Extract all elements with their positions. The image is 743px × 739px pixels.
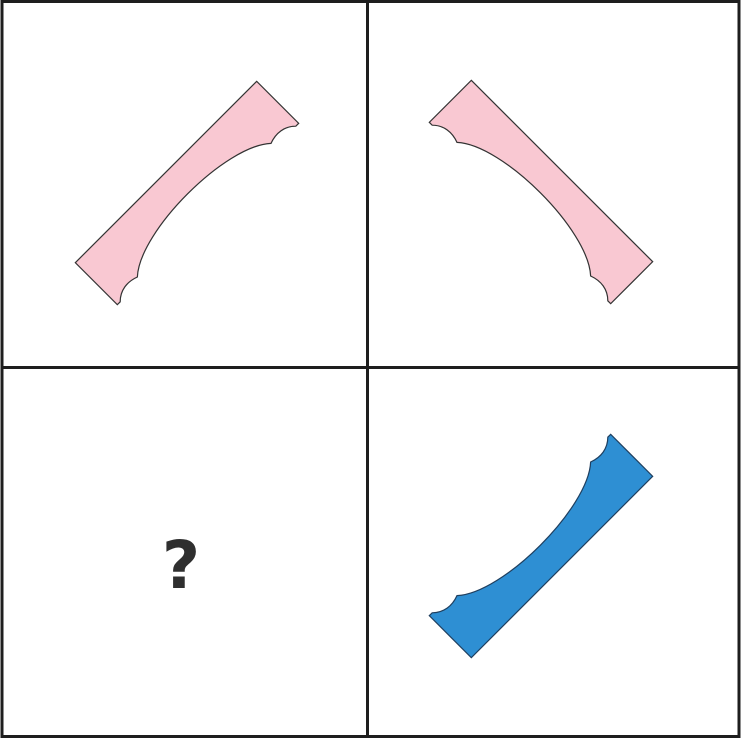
- question-mark: ?: [162, 527, 200, 604]
- cell-bottom-left: [3, 369, 366, 735]
